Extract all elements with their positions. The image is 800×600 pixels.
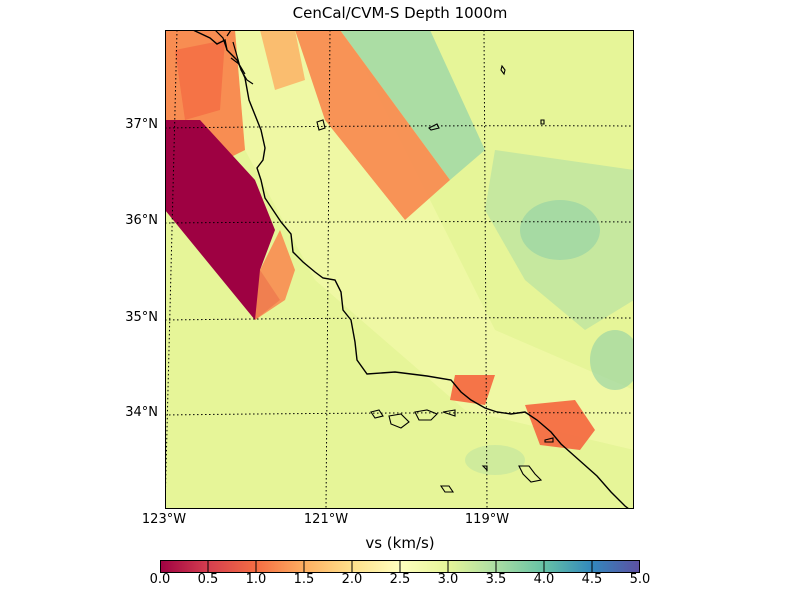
orange-band [295,30,450,220]
north-coastal-red [175,40,225,120]
lat-label-37: 37°N [125,117,158,132]
colorbar-tick-label: 2.0 [341,572,363,587]
southern-green-spot [465,445,525,475]
graticule [165,30,634,509]
lat-label-36: 36°N [125,213,158,228]
colorbar-tick-label: 2.5 [389,572,411,587]
lat-label-34: 34°N [125,405,158,420]
lon-label-119: 119°W [464,512,510,527]
ventura-basin-orange [450,375,495,405]
colorbar-tick-marks [207,560,593,573]
colorbar-tick-label: 0.5 [197,572,219,587]
eastern-teal-spot [520,200,600,260]
deep-red-basin [165,120,280,320]
north-orange-strip [260,30,305,90]
eastern-teal-spot-2 [590,330,634,390]
lat-label-35: 35°N [125,310,158,325]
coastal-light-band [235,30,634,450]
colorbar-canvas [160,560,640,573]
colorbar-tick-label: 4.0 [533,572,555,587]
velocity-map [165,30,634,509]
colorbar-tick-label: 1.0 [245,572,267,587]
colorbar [160,558,640,573]
colorbar-tick-label: 4.5 [581,572,603,587]
basin-orange-edge [255,230,295,320]
lon-label-121: 121°W [303,512,349,527]
colorbar-tick-label: 3.5 [485,572,507,587]
colorbar-tick-label: 5.0 [629,572,651,587]
colorbar-tick-label: 1.5 [293,572,315,587]
lon-label-123: 123°W [141,512,187,527]
colorbar-tick-label: 3.0 [437,572,459,587]
map-title: CenCal/CVM-S Depth 1000m [292,4,508,22]
northeast-green-band [340,30,485,180]
colorbar-tick-label: 0.0 [149,572,171,587]
channel-islands [370,409,543,493]
lakes [316,64,554,443]
map-canvas [165,30,634,509]
colorbar-label: vs (km/s) [365,534,435,552]
coastline [192,30,630,509]
sf-bay-shore [214,30,254,85]
